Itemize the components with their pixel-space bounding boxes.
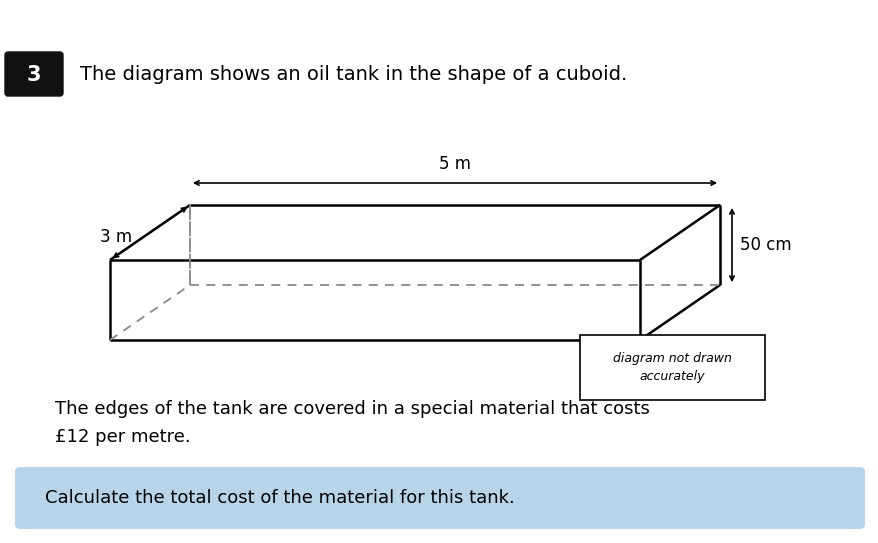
Text: 3 m: 3 m bbox=[100, 229, 132, 247]
Text: The edges of the tank are covered in a special material that costs
£12 per metre: The edges of the tank are covered in a s… bbox=[55, 400, 649, 446]
Text: 3: 3 bbox=[26, 65, 41, 85]
Text: diagram not drawn
accurately: diagram not drawn accurately bbox=[612, 352, 731, 383]
Text: 5 m: 5 m bbox=[438, 155, 471, 173]
Text: 50 cm: 50 cm bbox=[739, 236, 791, 254]
Text: The diagram shows an oil tank in the shape of a cuboid.: The diagram shows an oil tank in the sha… bbox=[80, 66, 627, 85]
Text: Calculate the total cost of the material for this tank.: Calculate the total cost of the material… bbox=[45, 489, 515, 507]
FancyBboxPatch shape bbox=[5, 52, 63, 96]
FancyBboxPatch shape bbox=[15, 467, 864, 529]
Bar bbox=[579, 335, 764, 400]
